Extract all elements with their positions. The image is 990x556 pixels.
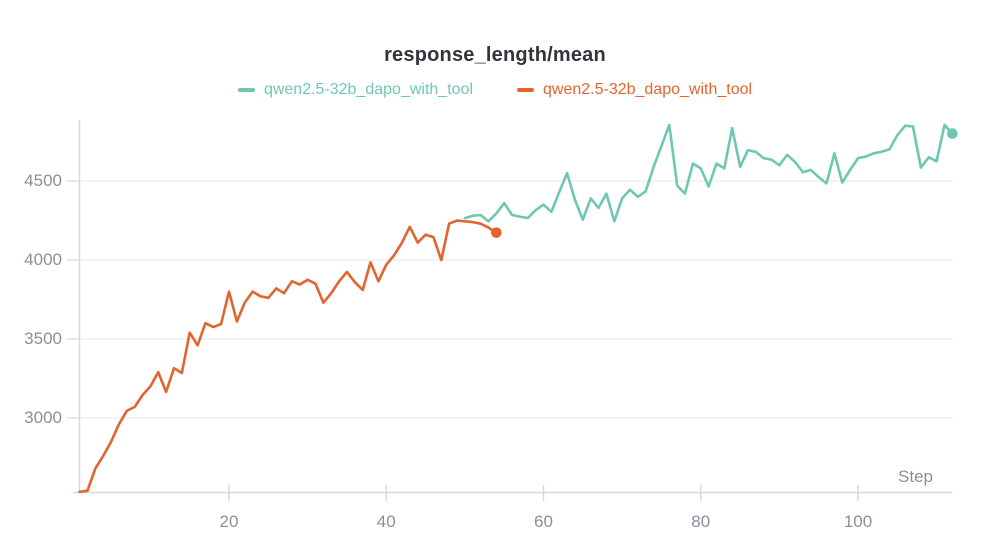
chart-legend: qwen2.5-32b_dapo_with_tool qwen2.5-32b_d…	[0, 81, 990, 99]
x-tick-label: 60	[534, 512, 553, 531]
legend-line-swatch-teal	[237, 88, 255, 92]
series-line[interactable]	[463, 123, 954, 223]
y-tick-label: 4500	[24, 171, 62, 190]
series-end-dot	[491, 227, 502, 238]
legend-line-swatch-orange	[517, 88, 534, 92]
legend-run-name: qwen2.5-32b_dapo_with_tool	[263, 81, 473, 98]
x-tick-label: 80	[691, 512, 711, 531]
chart-title: response_length/mean	[384, 44, 606, 66]
y-tick-label: 4000	[24, 250, 62, 269]
x-axis-title: Step	[898, 467, 933, 486]
x-tick-label: 20	[219, 512, 239, 531]
x-tick-label: 40	[376, 512, 396, 531]
series-end-dot	[947, 128, 958, 139]
legend-item-run-teal[interactable]: qwen2.5-32b_dapo_with_tool	[237, 81, 473, 99]
y-tick-label: 3500	[24, 329, 62, 348]
series-line[interactable]	[78, 219, 498, 494]
legend-item-run-orange[interactable]: qwen2.5-32b_dapo_with_tool	[517, 81, 752, 99]
legend-run-name: qwen2.5-32b_dapo_with_tool	[543, 81, 753, 98]
x-tick-label: 100	[843, 512, 873, 531]
y-tick-label: 3000	[24, 408, 62, 427]
